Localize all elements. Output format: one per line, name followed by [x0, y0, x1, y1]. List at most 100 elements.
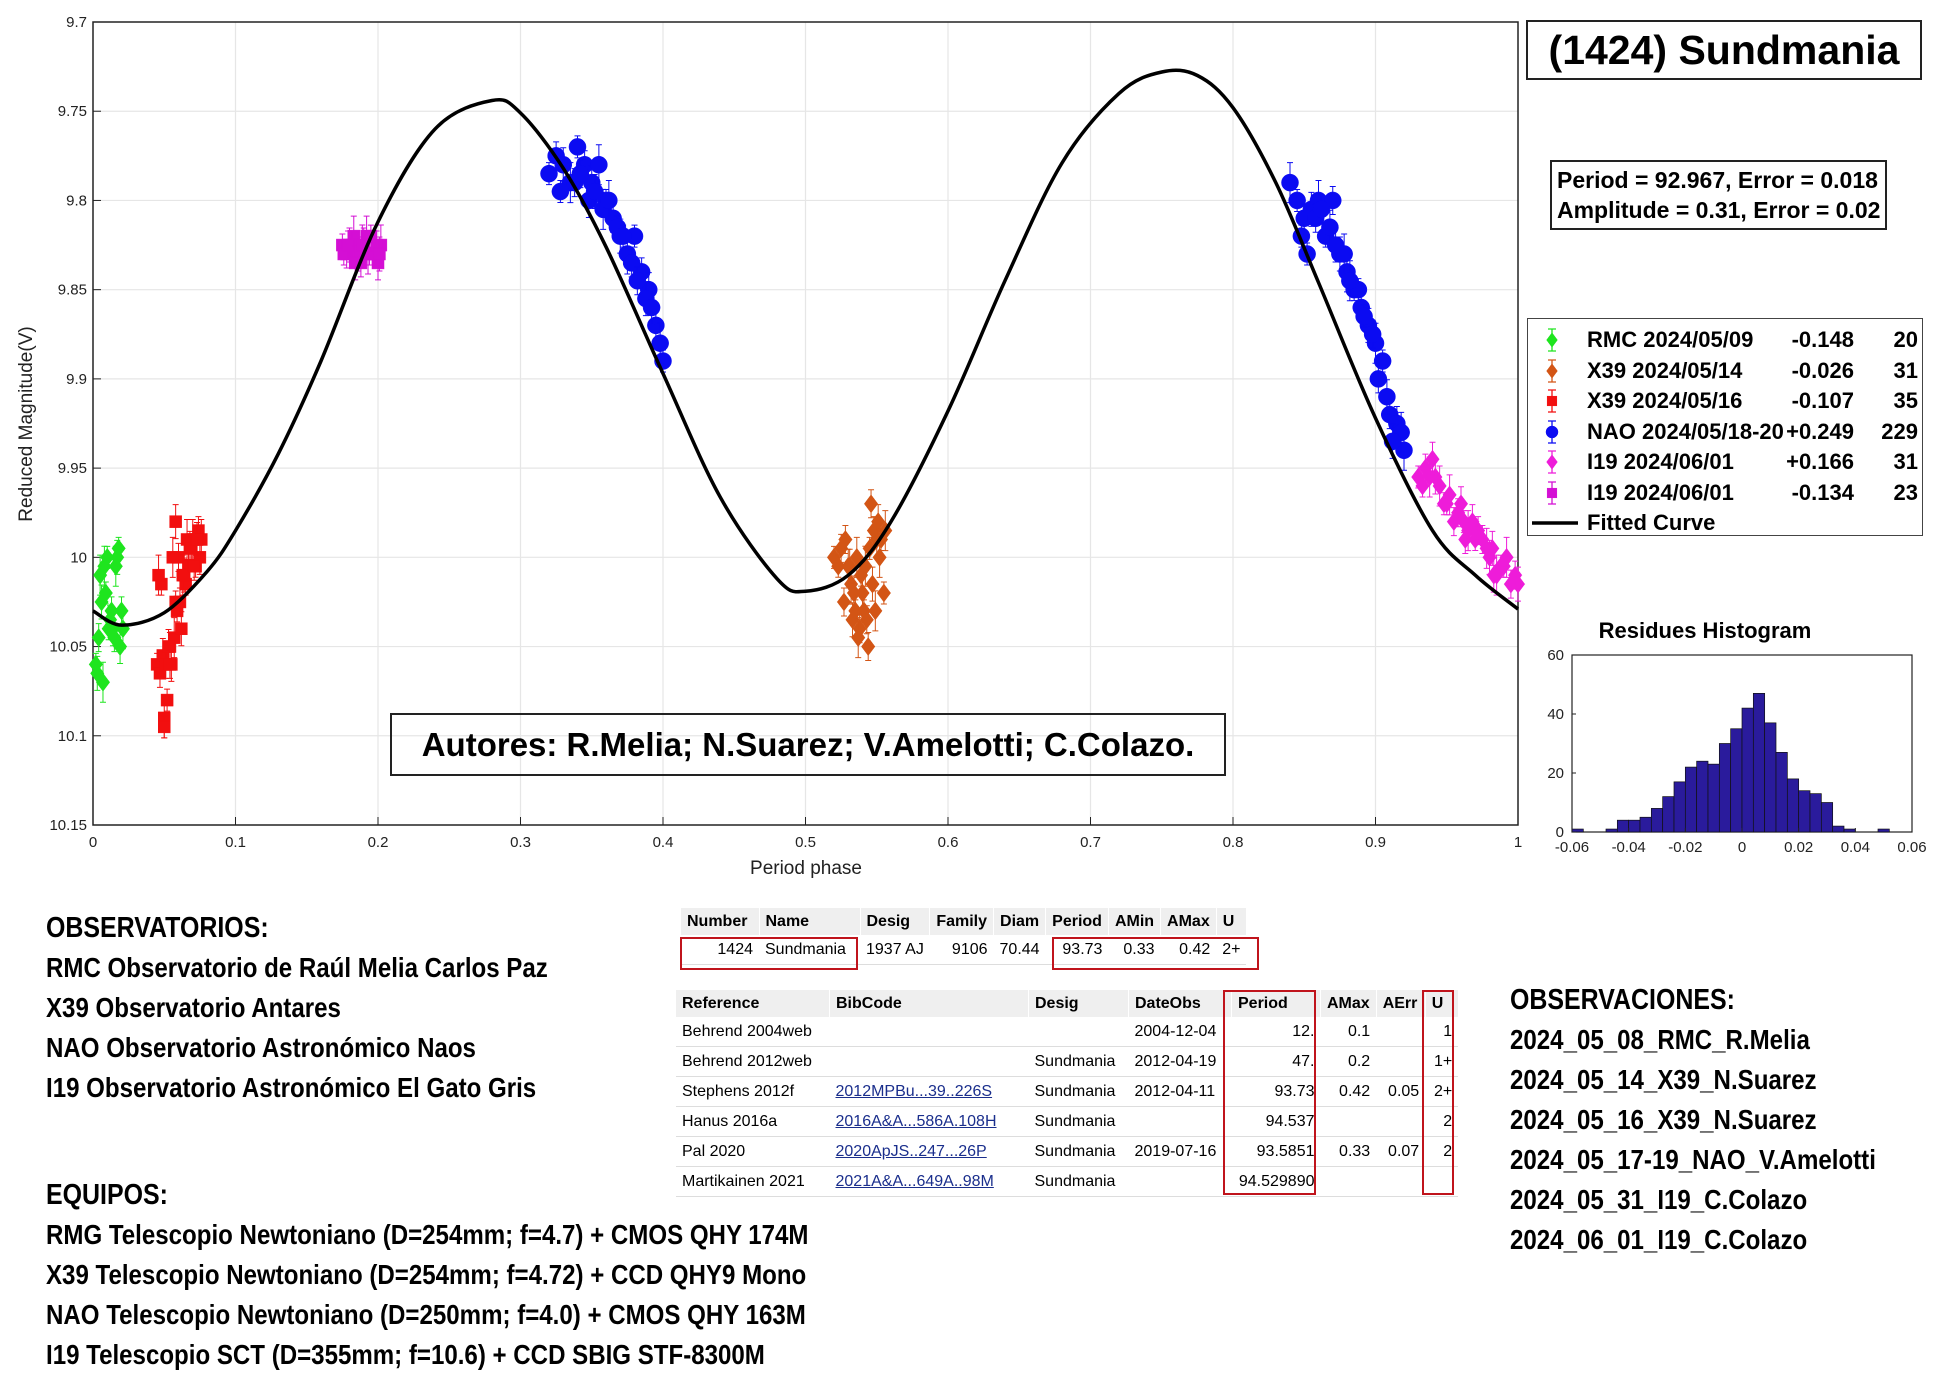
y-tick-label: 10 [70, 549, 87, 566]
cell-dateobs: 2004-12-04 [1128, 1017, 1232, 1047]
legend-label: NAO 2024/05/18-20 [1587, 418, 1784, 444]
data-point [175, 622, 188, 635]
data-point [868, 601, 883, 621]
x-tick-label: 0 [89, 834, 97, 851]
data-point [1485, 538, 1500, 558]
x-axis-label: Period phase [750, 858, 862, 879]
legend-label: Fitted Curve [1587, 510, 1716, 535]
cell-bibcode[interactable]: 2020ApJS..247...26P [829, 1136, 1029, 1167]
hist-bars [1571, 692, 1890, 833]
series-3 [540, 135, 1413, 471]
cell-desig: 1937 AJ [860, 935, 930, 965]
legend-count: 23 [1893, 479, 1918, 505]
data-point [647, 316, 665, 335]
legend-offset: -0.026 [1791, 357, 1854, 383]
y-tick-label: 9.8 [66, 192, 87, 209]
cell-amax: 0.42 [1160, 935, 1217, 965]
cell-bibcode [829, 1046, 1029, 1077]
data-point [373, 247, 386, 261]
col-reference: Reference [676, 990, 830, 1017]
legend-label: X39 2024/05/14 [1587, 357, 1743, 383]
cell-period: 47. [1231, 1046, 1321, 1077]
legend-count: 20 [1893, 327, 1918, 352]
hist-bar [1707, 763, 1720, 833]
lightcurve-chart: 0 0.1 0.2 0.3 0.4 0.5 0.6 0.7 0.8 0.9 1 9.7 9.75 9.8 9… [16, 14, 1526, 879]
equipo-line: RMG Telescopio Newtoniano (D=254mm; f=4.… [46, 1219, 809, 1250]
data-point [590, 156, 608, 174]
cell-desig: Sundmania [1028, 1046, 1129, 1077]
cell-family: 9106 [929, 935, 994, 965]
legend-label: I19 2024/06/01 [1587, 479, 1734, 505]
data-point [1415, 476, 1430, 496]
data-point [160, 693, 174, 707]
y-tick-label: 9.85 [58, 282, 87, 299]
chart-grid [93, 22, 1518, 825]
cell-name: Sundmania [759, 935, 860, 965]
legend-label: I19 2024/06/01 [1587, 449, 1734, 474]
observacion-line: 2024_05_31_I19_C.Colazo [1510, 1184, 1808, 1215]
y-axis-label: Reduced Magnitude(V) [16, 326, 37, 521]
cell-bibcode[interactable]: 2021A&A...649A..98M [829, 1166, 1029, 1197]
cell-amax: 0.33 [1320, 1136, 1377, 1167]
y-tick-label: 9.95 [58, 460, 87, 477]
hist-bar [1730, 728, 1743, 833]
equipo-line: I19 Telescopio SCT (D=355mm; f=10.6) + C… [46, 1339, 765, 1370]
data-point [187, 560, 201, 573]
data-point [568, 138, 587, 156]
data-point [845, 610, 860, 630]
lcdb-summary-table: Number Name Desig Family Diam Period AMi… [681, 908, 1247, 965]
cell-bibcode[interactable]: 2012MPBu...39..226S [829, 1076, 1029, 1107]
observacion-line: 2024_05_17-19_NAO_V.Amelotti [1510, 1144, 1876, 1175]
data-point [1326, 236, 1345, 254]
col-u: U [1216, 908, 1247, 935]
cell-bibcode[interactable]: 2016A&A...586A.108H [829, 1106, 1029, 1137]
cell-dateobs [1128, 1106, 1232, 1137]
cell-u: 2 [1425, 1136, 1459, 1167]
observatorio-line: NAO Observatorio Astronómico Naos [46, 1032, 476, 1063]
hist-bar [1820, 802, 1834, 833]
data-point [628, 271, 647, 290]
reference-row: Hanus 2016a 2016A&A...586A.108H Sundmania 9… [676, 1106, 1459, 1137]
col-bibcode: BibCode [829, 990, 1029, 1017]
hist-bar [1673, 781, 1686, 833]
hist-bar [1684, 766, 1698, 833]
col-number: Number [681, 908, 760, 935]
data-point [614, 227, 632, 245]
hist-ticks: -0.06 -0.04 -0.02 0 0.02 0.04 0.06 0 20 40 60 [1547, 647, 1926, 856]
observacion-line: 2024_05_08_RMC_R.Melia [1510, 1024, 1810, 1055]
legend-item: X39 2024/05/16 -0.107 35 [1528, 386, 1924, 416]
col-desig: Desig [860, 908, 931, 935]
y-tick-label: 9.7 [66, 14, 87, 31]
summary-row: 1424 Sundmania 1937 AJ 9106 70.44 93.73 … [681, 935, 1247, 965]
data-point [1369, 370, 1388, 388]
reference-row: Behrend 2012web Sundmania 2012-04-19 47. 0.2… [676, 1046, 1459, 1077]
observatorio-line: X39 Observatorio Antares [46, 992, 341, 1023]
data-point [100, 547, 115, 567]
cell-reference: Behrend 2012web [676, 1046, 830, 1077]
legend-item: I19 2024/06/01 -0.134 23 [1528, 478, 1924, 508]
hist-bar [1764, 722, 1777, 833]
data-point [93, 565, 108, 585]
data-point [341, 238, 355, 252]
cell-aerr [1376, 1166, 1426, 1197]
legend-label: RMC 2024/05/09 [1587, 327, 1754, 352]
hist-y-tick-label: 0 [1556, 824, 1564, 841]
hist-y-tick-label: 20 [1547, 765, 1564, 782]
data-point [166, 551, 180, 564]
col-dateobs: DateObs [1128, 990, 1232, 1017]
asteroid-title: (1424) Sundmania [1526, 20, 1922, 80]
x-tick-label: 1 [1514, 834, 1522, 851]
cell-desig: Sundmania [1028, 1136, 1129, 1167]
col-period: Period [1045, 908, 1109, 935]
cell-number: 1424 [681, 935, 759, 965]
hist-bar [1843, 828, 1856, 833]
cell-aerr [1376, 1106, 1426, 1137]
hist-bar [1616, 819, 1630, 833]
legend-marker-icon [1532, 521, 1578, 525]
cell-bibcode [829, 1017, 1029, 1047]
hist-bar [1775, 751, 1788, 833]
legend-offset: +0.166 [1786, 449, 1854, 474]
cell-aerr: 0.05 [1376, 1076, 1426, 1107]
hist-bar [1741, 707, 1754, 833]
data-point [1456, 512, 1471, 532]
